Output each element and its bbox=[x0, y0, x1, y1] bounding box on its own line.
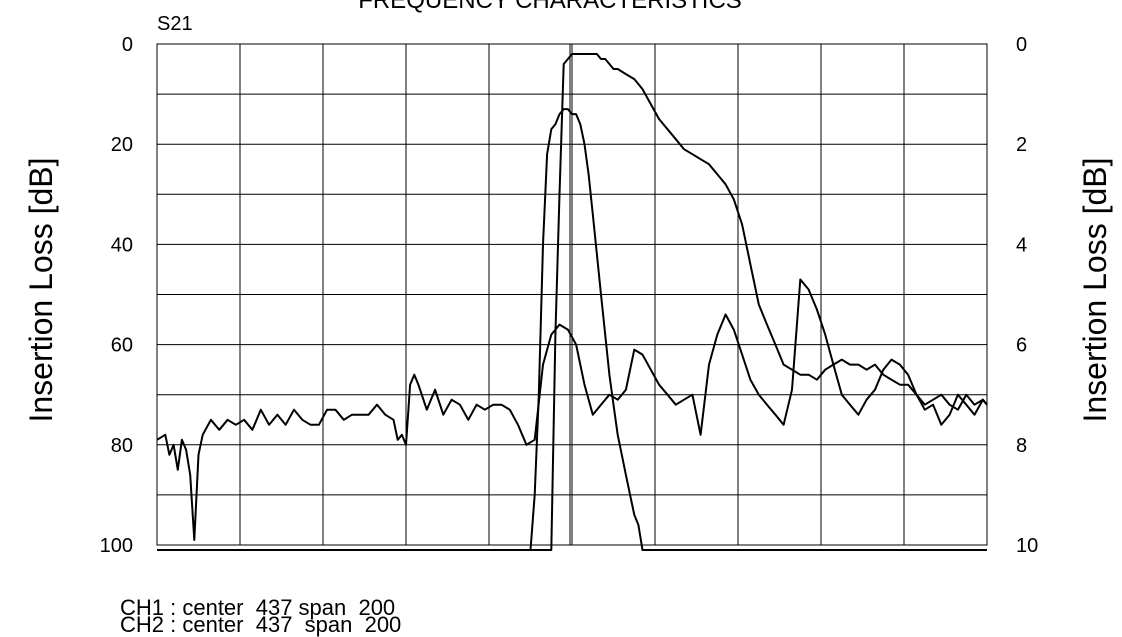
y-tick-label-right: 4 bbox=[1016, 234, 1027, 256]
y-axis-label-left: Insertion Loss [dB] bbox=[23, 157, 59, 422]
chart-title: FREQUENCY CHARACTERISTICS bbox=[358, 0, 742, 14]
trace-label: S21 bbox=[157, 13, 193, 35]
y-tick-label-left: 0 bbox=[122, 34, 133, 56]
y-tick-label-right: 8 bbox=[1016, 435, 1027, 457]
traces bbox=[156, 53, 988, 551]
y-tick-label-left: 40 bbox=[111, 234, 133, 256]
series-line-1 bbox=[156, 278, 988, 541]
y-tick-label-left: 80 bbox=[111, 435, 133, 457]
y-tick-label-left: 20 bbox=[111, 134, 133, 156]
frequency-chart: FREQUENCY CHARACTERISTICS S21 Insertion … bbox=[23, 0, 1113, 557]
series-line-2 bbox=[157, 53, 988, 551]
ch1-settings: CH1 : center 437 span 200 bbox=[120, 595, 396, 620]
y-ticks-left: 0 20 40 60 80 100 bbox=[100, 34, 133, 557]
y-tick-label-left: 100 bbox=[100, 535, 133, 557]
y-axis-label-right: Insertion Loss [dB] bbox=[1077, 157, 1113, 422]
y-tick-label-left: 60 bbox=[111, 335, 133, 357]
y-tick-label-right: 10 bbox=[1016, 535, 1038, 557]
y-ticks-right: 0 2 4 6 8 10 bbox=[1016, 34, 1038, 557]
y-tick-label-right: 0 bbox=[1016, 34, 1027, 56]
grid bbox=[156, 43, 988, 546]
ch2-settings: CH2 : center 437 span 200 bbox=[120, 612, 402, 637]
series-line-3 bbox=[157, 108, 987, 551]
y-tick-label-right: 6 bbox=[1016, 335, 1027, 357]
y-tick-label-right: 2 bbox=[1016, 134, 1027, 156]
